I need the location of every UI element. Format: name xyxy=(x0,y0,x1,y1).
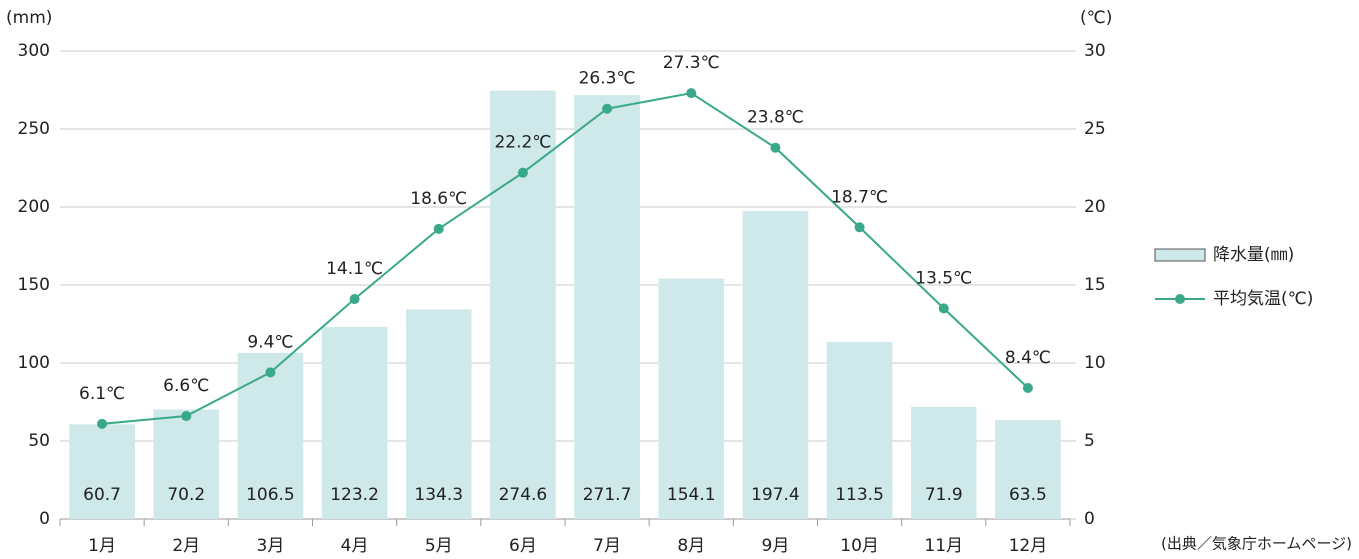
temperature-point xyxy=(265,367,276,378)
y-tick-label: 50 xyxy=(28,431,50,451)
bar xyxy=(995,419,1061,519)
temperature-label: 8.4℃ xyxy=(1005,348,1051,368)
y-tick-label: 150 xyxy=(18,275,50,295)
x-tick-label: 7月 xyxy=(593,536,621,556)
bar-value-label: 197.4 xyxy=(751,485,800,505)
bar xyxy=(658,278,725,519)
x-tick-label: 12月 xyxy=(1009,536,1048,556)
bar-value-label: 271.7 xyxy=(583,485,632,505)
x-tick-label: 5月 xyxy=(425,536,453,556)
x-tick-label: 6月 xyxy=(509,536,537,556)
temperature-label: 23.8℃ xyxy=(747,108,804,128)
y-tick-label: 0 xyxy=(39,509,50,529)
temperature-point xyxy=(770,142,781,153)
temperature-label: 18.7℃ xyxy=(831,187,888,207)
bar xyxy=(405,309,472,519)
temperature-point xyxy=(517,167,528,178)
temperature-point xyxy=(433,223,444,234)
x-tick-label: 2月 xyxy=(172,536,200,556)
y2-tick-label: 15 xyxy=(1084,275,1106,295)
legend-swatch-point xyxy=(1175,294,1185,304)
temperature-label: 9.4℃ xyxy=(247,332,293,352)
bar xyxy=(490,90,556,520)
temperature-label: 6.6℃ xyxy=(163,376,209,396)
y-tick-label: 250 xyxy=(18,119,50,139)
y-tick-label: 300 xyxy=(18,41,50,61)
temperature-point xyxy=(349,294,360,305)
temperature-line xyxy=(101,92,1029,425)
temperature-label: 22.2℃ xyxy=(494,133,551,153)
bar-value-label: 71.9 xyxy=(925,485,963,505)
x-tick-label: 10月 xyxy=(840,536,879,556)
x-tick-label: 9月 xyxy=(762,536,790,556)
temperature-point xyxy=(686,88,697,99)
temperature-point xyxy=(854,222,865,233)
bar xyxy=(153,409,220,519)
y2-tick-label: 0 xyxy=(1084,509,1095,529)
bar-value-label: 274.6 xyxy=(499,485,548,505)
temperature-label: 27.3℃ xyxy=(663,53,720,73)
y-tick-label: 200 xyxy=(18,197,50,217)
y2-tick-label: 20 xyxy=(1084,197,1106,217)
bar xyxy=(574,95,640,519)
bar xyxy=(237,352,304,519)
bar xyxy=(69,424,135,519)
x-tick-label: 8月 xyxy=(677,536,705,556)
legend-label: 平均気温(℃) xyxy=(1213,289,1313,309)
bar xyxy=(826,341,893,519)
y2-tick-label: 30 xyxy=(1084,41,1106,61)
bar-value-label: 113.5 xyxy=(835,485,884,505)
legend-label: 降水量(㎜) xyxy=(1213,245,1294,265)
temperature-point xyxy=(97,418,108,429)
temperature-point xyxy=(602,103,613,114)
bar xyxy=(910,406,977,519)
bar-value-label: 70.2 xyxy=(167,485,205,505)
temperature-point xyxy=(938,303,949,314)
y2-tick-label: 10 xyxy=(1084,353,1106,373)
bar-value-label: 154.1 xyxy=(667,485,716,505)
y2-tick-label: 25 xyxy=(1084,119,1106,139)
temperature-label: 26.3℃ xyxy=(579,69,636,89)
temperature-label: 18.6℃ xyxy=(410,189,467,209)
x-tick-label: 4月 xyxy=(341,536,369,556)
y2-tick-label: 5 xyxy=(1084,431,1095,451)
x-tick-label: 1月 xyxy=(88,536,116,556)
x-tick-label: 11月 xyxy=(924,536,963,556)
bar-value-label: 63.5 xyxy=(1009,485,1047,505)
temperature-point xyxy=(181,411,192,422)
y-tick-label: 100 xyxy=(18,353,50,373)
temperature-label: 6.1℃ xyxy=(79,384,125,404)
bar-value-label: 123.2 xyxy=(330,485,379,505)
x-tick-label: 3月 xyxy=(257,536,285,556)
bar xyxy=(742,211,809,519)
y-axis-label: (mm) xyxy=(6,8,52,28)
legend-swatch xyxy=(1154,248,1206,262)
temperature-point xyxy=(1022,382,1033,393)
bar-value-label: 60.7 xyxy=(83,485,121,505)
y2-axis-label: (℃) xyxy=(1080,8,1112,28)
source-note: (出典／気象庁ホームページ) xyxy=(1161,535,1352,553)
temperature-label: 14.1℃ xyxy=(326,259,383,279)
temperature-label: 13.5℃ xyxy=(915,268,972,288)
bar-value-label: 106.5 xyxy=(246,485,295,505)
bar-value-label: 134.3 xyxy=(414,485,463,505)
bar xyxy=(321,326,388,519)
